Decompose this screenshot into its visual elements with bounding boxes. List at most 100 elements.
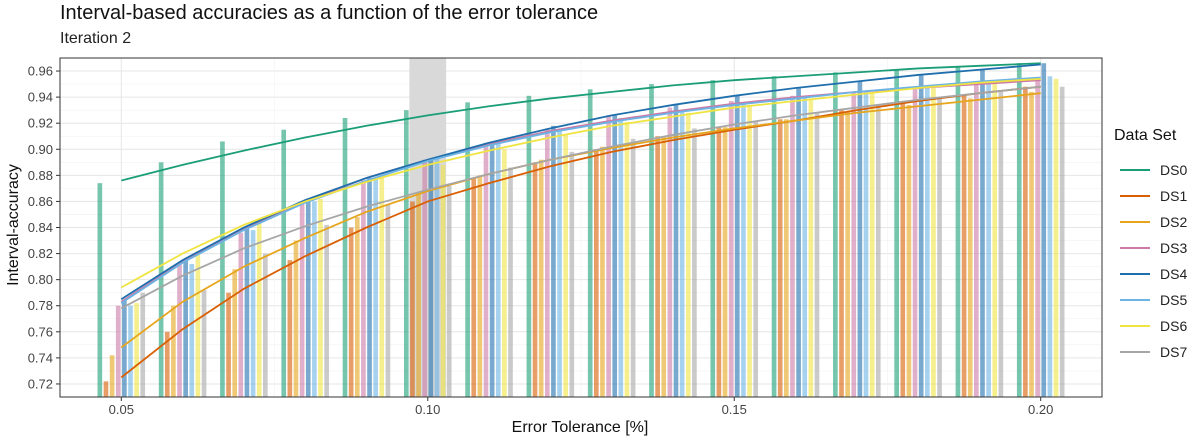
fit-line-ds6: [120, 77, 1041, 289]
bar-ds0: [833, 72, 838, 397]
bar-ds2: [967, 98, 973, 398]
bar-ds1: [655, 136, 660, 397]
bar-ds4: [857, 81, 863, 397]
bar-ds0: [710, 80, 716, 398]
bar-ds2: [232, 269, 238, 397]
bar-ds6: [502, 149, 507, 397]
bar-ds5: [924, 86, 930, 397]
bar-ds5: [679, 110, 685, 398]
y-tick-label: 0.90: [28, 142, 53, 157]
bar-ds4: [980, 69, 985, 397]
bar-ds3: [483, 142, 489, 397]
bar-ds4: [796, 87, 801, 397]
bar-ds3: [912, 87, 918, 397]
bar-ds5: [618, 117, 624, 397]
y-tick-label: 0.76: [28, 324, 53, 339]
bar-ds4: [122, 300, 127, 397]
legend-label-ds1: DS1: [1160, 188, 1187, 204]
bar-ds7: [569, 151, 575, 397]
x-tick-label: 0.05: [109, 402, 134, 417]
bar-ds5: [250, 230, 256, 397]
bar-ds4: [183, 260, 188, 397]
bar-ds2: [538, 159, 544, 397]
bar-ds0: [771, 76, 777, 397]
bar-ds0: [955, 67, 961, 397]
bar-ds3: [790, 95, 795, 398]
bar-ds5: [189, 264, 195, 397]
legend-title: Data Set: [1114, 127, 1177, 144]
bar-ds0: [342, 117, 348, 397]
legend: Data Set DS0 DS1 DS2 DS3 DS4 DS5 DS6 DS7: [1114, 127, 1187, 360]
y-tick-label: 0.96: [28, 64, 53, 79]
bar-ds3: [544, 128, 550, 397]
bar-ds0: [894, 69, 899, 397]
highlight-band: [409, 58, 447, 397]
bar-ds6: [563, 134, 569, 397]
bar-ds5: [312, 201, 317, 397]
bar-ds6: [747, 104, 752, 397]
bars-layer: [97, 63, 1065, 398]
bar-ds1: [410, 201, 415, 397]
bar-ds5: [1047, 76, 1053, 397]
fit-line-ds5: [120, 76, 1041, 304]
legend-label-ds3: DS3: [1160, 240, 1187, 256]
bar-ds6: [195, 250, 201, 397]
bar-ds0: [526, 95, 532, 398]
bar-ds7: [692, 128, 697, 397]
bar-ds1: [1023, 86, 1028, 397]
bar-ds7: [385, 204, 391, 397]
bar-ds0: [220, 141, 225, 397]
bar-ds1: [777, 119, 783, 398]
fit-line-ds1: [120, 85, 1041, 379]
bar-ds0: [465, 102, 470, 397]
bar-ds4: [428, 159, 434, 397]
bar-ds6: [318, 198, 323, 397]
chart-subtitle: Iteration 2: [60, 30, 132, 47]
bar-ds6: [379, 177, 385, 397]
bar-ds2: [293, 240, 299, 397]
bar-ds2: [1029, 91, 1034, 398]
bar-ds2: [416, 193, 421, 397]
x-tick-label: 0.20: [1028, 402, 1053, 417]
bar-ds4: [305, 201, 311, 397]
bar-ds2: [906, 104, 912, 397]
bar-ds1: [471, 177, 477, 397]
bar-ds4: [1041, 63, 1047, 397]
bar-ds3: [422, 159, 428, 397]
y-tick-label: 0.80: [28, 272, 53, 287]
legend-label-ds2: DS2: [1160, 214, 1187, 230]
bar-ds2: [477, 175, 483, 397]
bar-ds4: [918, 74, 924, 397]
bar-ds5: [373, 177, 378, 397]
bar-ds5: [495, 141, 501, 397]
bar-ds1: [164, 331, 170, 397]
x-tick-label: 0.10: [415, 402, 440, 417]
bar-ds0: [281, 129, 287, 397]
bar-ds1: [532, 162, 538, 397]
fit-lines-layer: [120, 62, 1041, 379]
bar-ds3: [238, 232, 244, 397]
bar-ds6: [992, 82, 998, 398]
bar-ds1: [593, 149, 599, 397]
bar-ds0: [158, 162, 164, 397]
bar-ds7: [263, 253, 268, 397]
bar-ds7: [814, 112, 820, 397]
bar-ds2: [600, 146, 605, 397]
bar-ds3: [974, 84, 979, 398]
bar-ds4: [734, 95, 740, 398]
bar-ds6: [624, 121, 630, 397]
bar-ds1: [287, 260, 293, 397]
y-tick-label: 0.84: [28, 220, 53, 235]
y-tick-label: 0.74: [28, 350, 53, 365]
bar-ds5: [434, 157, 440, 397]
bar-ds4: [612, 115, 618, 397]
bar-ds6: [1053, 78, 1059, 397]
bar-ds7: [324, 224, 329, 397]
bar-ds5: [557, 128, 562, 397]
bar-ds0: [97, 183, 103, 397]
bar-ds0: [649, 84, 654, 398]
bar-ds2: [171, 305, 176, 397]
bar-ds6: [134, 303, 139, 397]
y-tick-label: 0.78: [28, 298, 53, 313]
